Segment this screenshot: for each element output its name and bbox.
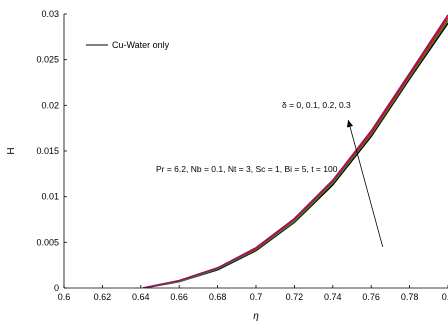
x-tick-label: 0.7 (250, 292, 263, 302)
y-tick-label: 0.01 (41, 192, 59, 202)
x-axis-title: η (253, 311, 259, 322)
y-axis-title: H (6, 147, 17, 154)
y-ticks: 0 0.005 0.01 0.015 0.02 0.025 0.03 (36, 9, 67, 293)
x-tick-label: 0.8 (442, 292, 448, 302)
x-tick-label: 0.76 (362, 292, 380, 302)
series-layer (142, 14, 448, 288)
x-tick-label: 0.78 (401, 292, 419, 302)
x-tick-label: 0.62 (94, 292, 112, 302)
plot-area (64, 14, 448, 288)
parameters-annotation: Pr = 6.2, Nb = 0.1, Nt = 3, Sc = 1, Bi =… (156, 164, 338, 174)
x-tick-label: 0.74 (324, 292, 342, 302)
y-tick-label: 0.005 (36, 237, 59, 247)
annotation-arrow-head (346, 119, 354, 128)
y-tick-label: 0.03 (41, 9, 59, 19)
series-line-3 (142, 14, 448, 288)
x-tick-label: 0.66 (170, 292, 188, 302)
delta-annotation: δ = 0, 0.1, 0.2, 0.3 (282, 100, 351, 110)
legend-entry: Cu-Water only (112, 40, 170, 50)
x-tick-label: 0.64 (132, 292, 150, 302)
x-tick-label: 0.68 (209, 292, 227, 302)
y-tick-label: 0 (54, 283, 59, 293)
y-tick-label: 0.02 (41, 100, 59, 110)
series-line-1 (143, 19, 448, 288)
x-tick-label: 0.6 (58, 292, 71, 302)
y-tick-label: 0.025 (36, 55, 59, 65)
annotation-arrow-shaft (347, 119, 384, 248)
x-ticks: 0.6 0.62 0.64 0.66 0.68 0.7 0.72 0.74 0.76 0.78 0.… (58, 285, 448, 302)
x-tick-label: 0.72 (286, 292, 304, 302)
y-tick-label: 0.015 (36, 146, 59, 156)
arrow-layer (346, 119, 384, 248)
